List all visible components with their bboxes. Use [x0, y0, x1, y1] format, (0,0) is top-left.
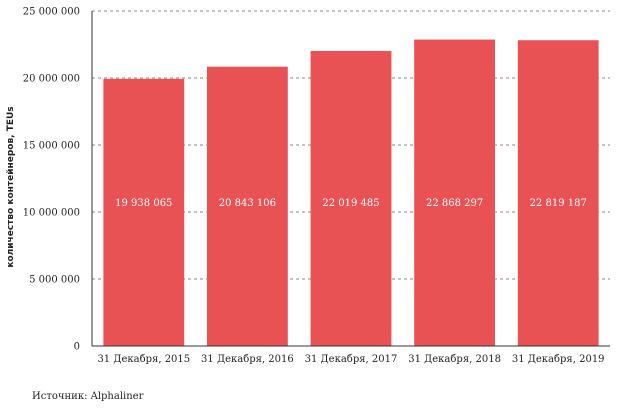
labels: 0 5 000 000 10 000 000 15 000 000 20 000 000… [23, 7, 605, 366]
y-tick-label: 0 [74, 342, 80, 353]
bar [414, 39, 496, 346]
x-tick-label: 31 Декабря, 2015 [97, 354, 190, 365]
bar-value-label: 22 819 187 [530, 198, 587, 209]
axes [91, 11, 610, 347]
bar-value-label: 19 938 065 [115, 198, 172, 209]
bar-value-label: 22 019 485 [322, 198, 379, 209]
bars [103, 39, 599, 346]
y-tick-label: 25 000 000 [23, 7, 80, 18]
x-tick-label: 31 Декабря, 2018 [408, 354, 501, 365]
y-axis-label: количество контейнеров, TEUs [6, 106, 16, 267]
source-note: Источник: Alphaliner [32, 391, 144, 402]
x-tick-label: 31 Декабря, 2019 [512, 354, 605, 365]
x-tick-label: 31 Декабря, 2017 [305, 354, 398, 365]
bar [103, 78, 185, 346]
bar-value-label: 20 843 106 [219, 198, 276, 209]
bar-value-label: 22 868 297 [426, 198, 483, 209]
y-tick-label: 20 000 000 [23, 74, 80, 85]
y-tick-label: 10 000 000 [23, 208, 80, 219]
bar [206, 66, 288, 346]
bar [517, 40, 599, 346]
y-tick-label: 15 000 000 [23, 141, 80, 152]
x-tick-label: 31 Декабря, 2016 [201, 354, 294, 365]
y-tick-label: 5 000 000 [29, 275, 80, 286]
bar [310, 50, 392, 346]
